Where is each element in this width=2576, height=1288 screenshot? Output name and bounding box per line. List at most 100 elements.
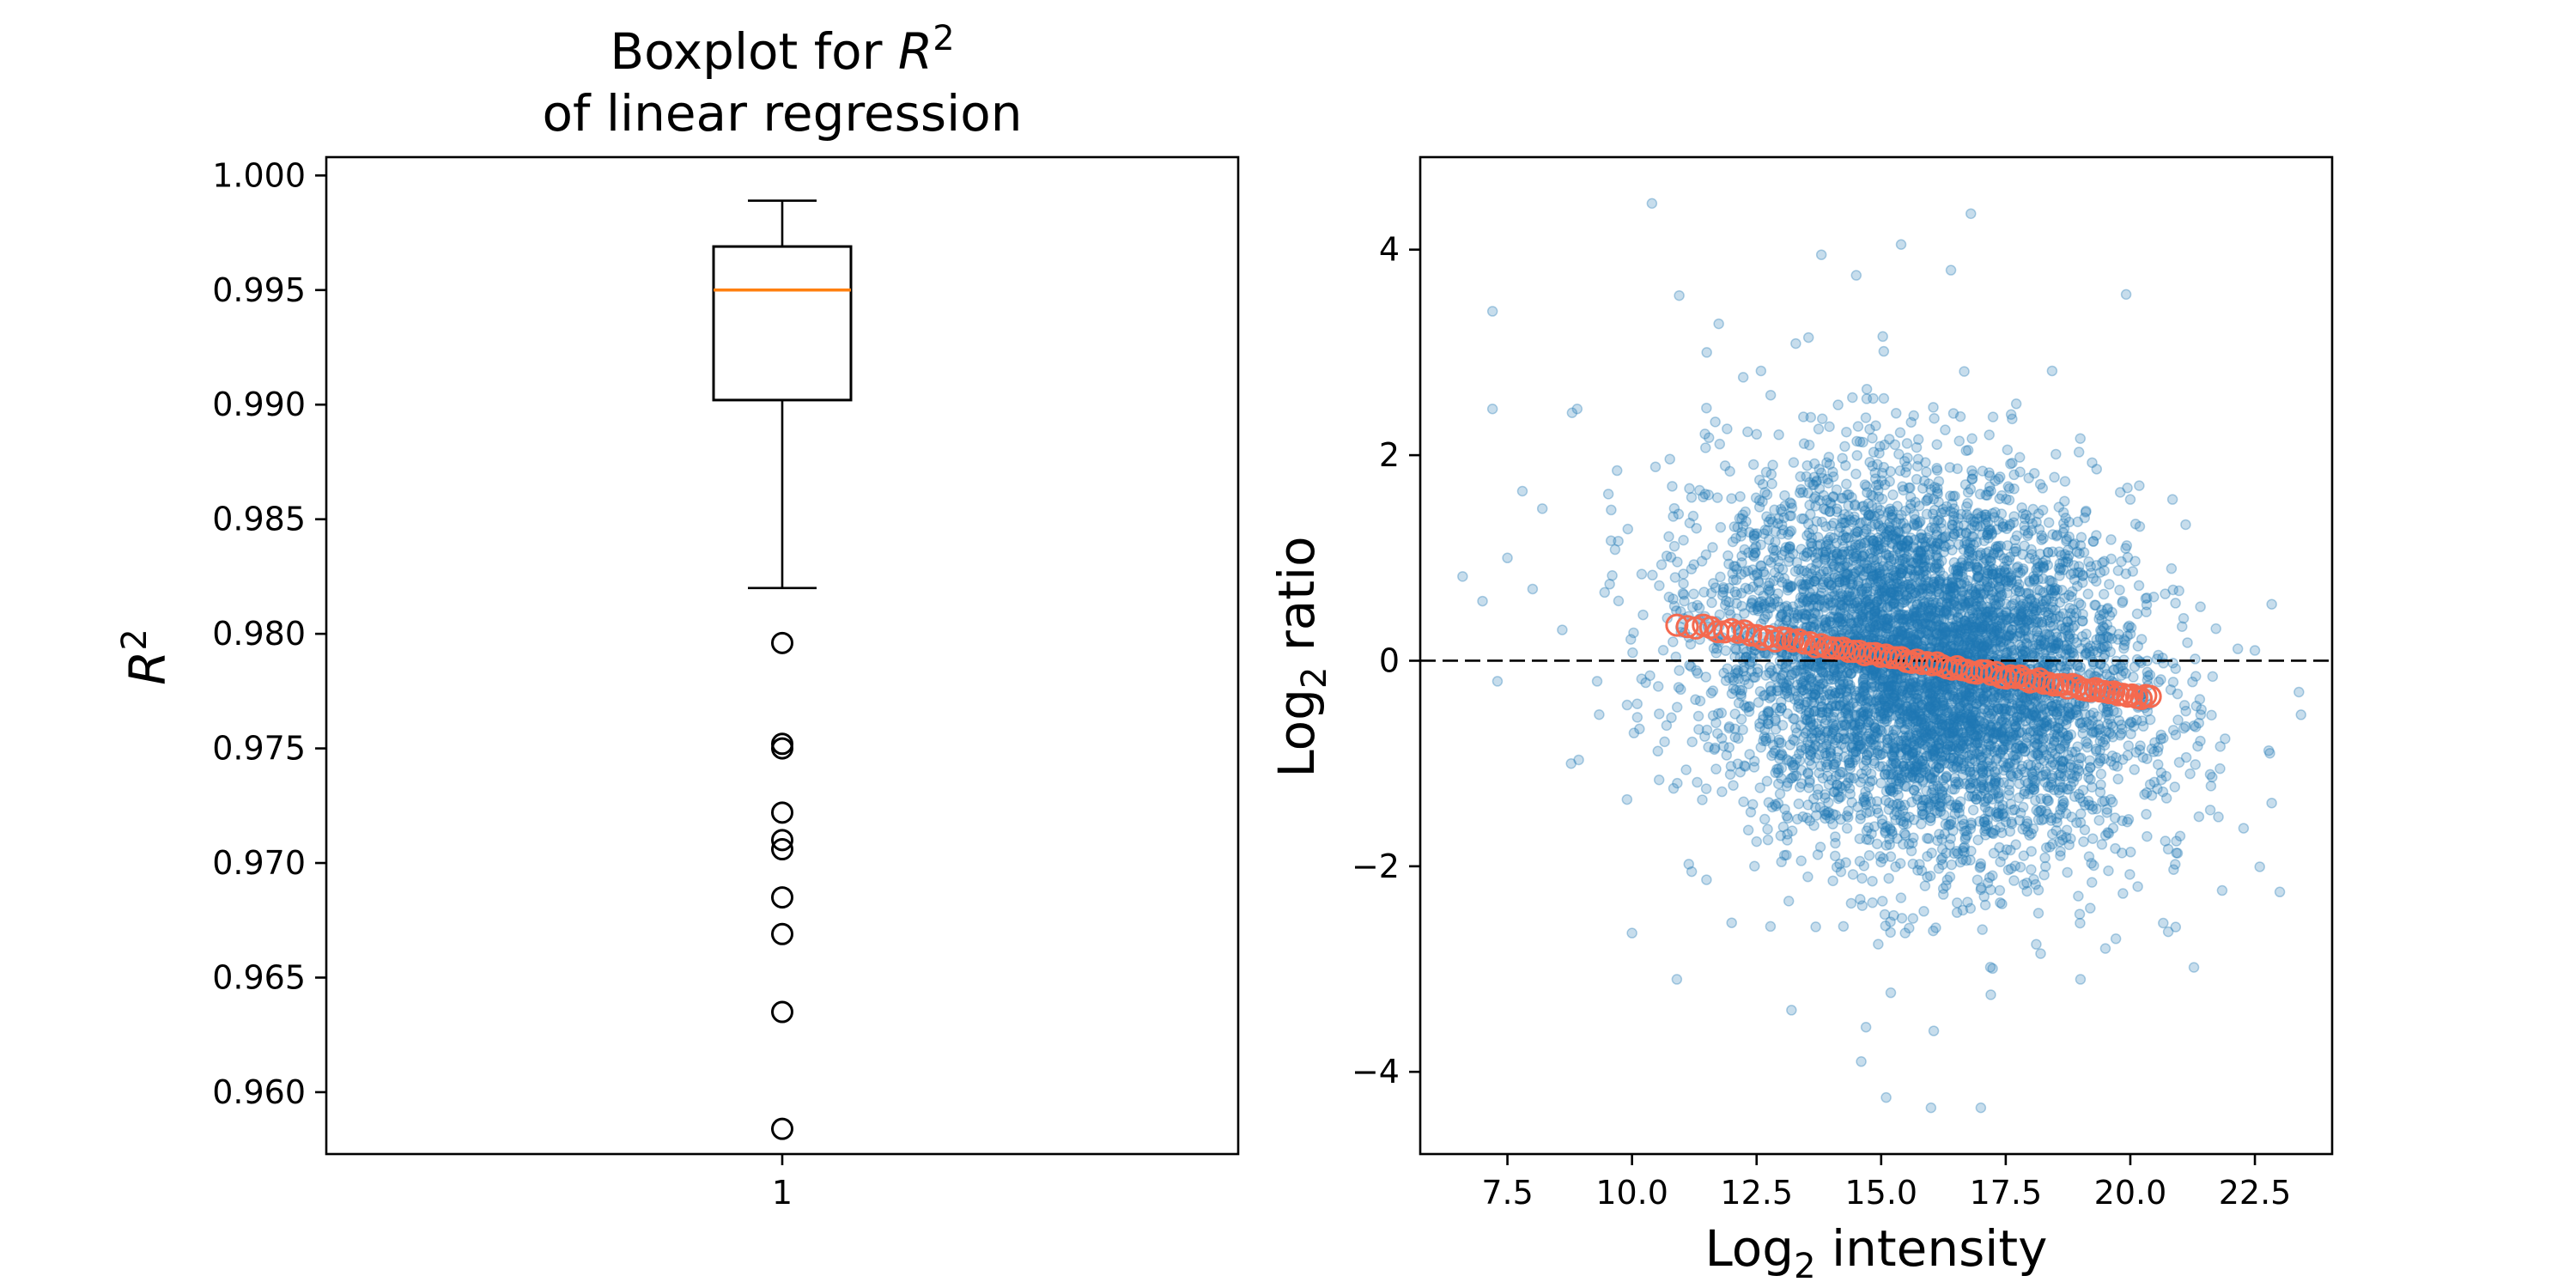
scatter-point <box>1910 634 1922 645</box>
scatter-point <box>2187 676 2198 688</box>
scatter-point <box>2004 519 2016 530</box>
scatter-point <box>1859 666 1871 677</box>
scatter-point <box>1975 782 1987 794</box>
scatter-point <box>1838 732 1850 744</box>
scatter-point <box>1901 522 1912 533</box>
scatter-point <box>1607 570 1618 581</box>
scatter-point <box>2021 885 2032 897</box>
scatter-point <box>1996 589 2008 600</box>
scatter-point <box>2025 693 2036 705</box>
scatter-point <box>1971 565 1983 576</box>
scatter-point <box>1843 811 1854 823</box>
scatter-point <box>2206 709 2217 721</box>
scatter-point <box>1826 685 1838 697</box>
scatter-point <box>2124 869 2136 880</box>
scatter-point <box>1861 384 1873 395</box>
scatter-point <box>1708 642 1720 654</box>
scatter-point <box>1663 531 1674 543</box>
scatter-point <box>1862 508 1874 520</box>
scatter-point <box>1903 838 1915 850</box>
scatter-point <box>1893 635 1904 646</box>
scatter-point <box>1982 601 1993 613</box>
scatter-point <box>2057 799 2069 811</box>
scatter-point <box>1656 559 1668 570</box>
scatter-point <box>2016 726 2028 738</box>
scatter-point <box>1886 506 1899 517</box>
scatter-point <box>2021 723 2033 735</box>
scatter-point <box>2026 846 2037 857</box>
scatter-point <box>2178 700 2190 711</box>
scatter-point <box>1911 441 1923 453</box>
scatter-point <box>1705 687 1717 699</box>
scatter-point <box>2108 665 2120 676</box>
scatter-point <box>1875 777 1886 789</box>
scatter-point <box>1700 442 1711 453</box>
scatter-point <box>1938 683 1950 695</box>
scatter-point <box>1987 870 1998 882</box>
scatter-point <box>1832 399 1844 410</box>
scatter-point <box>2034 478 2046 490</box>
scatter-point <box>1856 900 1868 912</box>
scatter-point <box>2105 728 2117 740</box>
scatter-point <box>2087 833 2099 844</box>
scatter-point <box>2032 747 2044 759</box>
scatter-point <box>2029 765 2040 777</box>
scatter-point <box>1882 734 1893 745</box>
scatter-point <box>2060 808 2072 819</box>
scatter-point <box>1829 559 1840 571</box>
scatter-point <box>2044 841 2056 853</box>
scatter-point <box>1931 465 1943 476</box>
scatter-point <box>1727 671 1739 683</box>
scatter-point <box>1990 754 2002 765</box>
scatter-point <box>2035 641 2047 652</box>
scatter-point <box>1817 772 1829 784</box>
scatter-point <box>1728 780 1739 791</box>
scatter-point <box>1908 620 1920 631</box>
scatter-point <box>1872 575 1884 587</box>
scatter-point <box>1824 421 1835 433</box>
scatter-point <box>1868 542 1880 553</box>
scatter-point <box>1884 476 1895 487</box>
scatter-point <box>1945 506 1956 517</box>
scatter-point <box>2090 599 2101 611</box>
scatter-point <box>2141 809 2152 820</box>
scatter-point <box>1930 793 1941 805</box>
scatter-point <box>2047 756 2058 769</box>
scatter-point <box>2037 573 2049 585</box>
scatter-point <box>1893 789 1904 801</box>
scatter-point <box>2095 779 2106 791</box>
scatter-point <box>1857 743 1869 755</box>
scatter-point <box>2028 571 2039 582</box>
scatter-point <box>1893 618 1905 630</box>
scatter-point <box>1812 660 1824 672</box>
scatter-point <box>1748 530 1759 541</box>
scatter-point <box>2073 447 2085 458</box>
scatter-point <box>1858 706 1870 718</box>
scatter-point <box>1908 784 1920 796</box>
scatter-point <box>1719 460 1731 471</box>
scatter-point <box>1757 495 1768 507</box>
scatter-point <box>1878 392 1890 404</box>
scatter-point <box>1565 757 1577 769</box>
scatter-point <box>1953 435 1965 447</box>
scatter-point <box>2019 633 2031 645</box>
scatter-point <box>1928 689 1939 700</box>
scatter-point <box>1870 671 1881 683</box>
scatter-point <box>1779 601 1790 613</box>
scatter-point <box>2263 744 2275 756</box>
scatter-point <box>1899 635 1911 647</box>
scatter-point <box>1897 597 1908 609</box>
scatter-point <box>1992 547 2004 558</box>
scatter-point <box>2266 598 2277 610</box>
scatter-point <box>1949 529 1960 540</box>
scatter-point <box>1929 412 1940 424</box>
scatter-point <box>1842 594 1854 605</box>
scatter-point <box>1943 702 1954 714</box>
scatter-point <box>1928 402 1939 413</box>
scatter-point <box>2099 829 2111 841</box>
scatter-point <box>2127 566 2139 577</box>
scatter-point <box>2105 553 2117 565</box>
scatter-point <box>2037 483 2049 494</box>
scatter-point <box>2094 659 2106 670</box>
scatter-point <box>2066 697 2077 709</box>
